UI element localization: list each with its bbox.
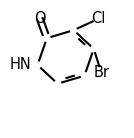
Text: O: O bbox=[34, 11, 45, 26]
Text: Br: Br bbox=[93, 65, 109, 80]
Text: Cl: Cl bbox=[91, 11, 106, 26]
Text: HN: HN bbox=[10, 57, 32, 72]
